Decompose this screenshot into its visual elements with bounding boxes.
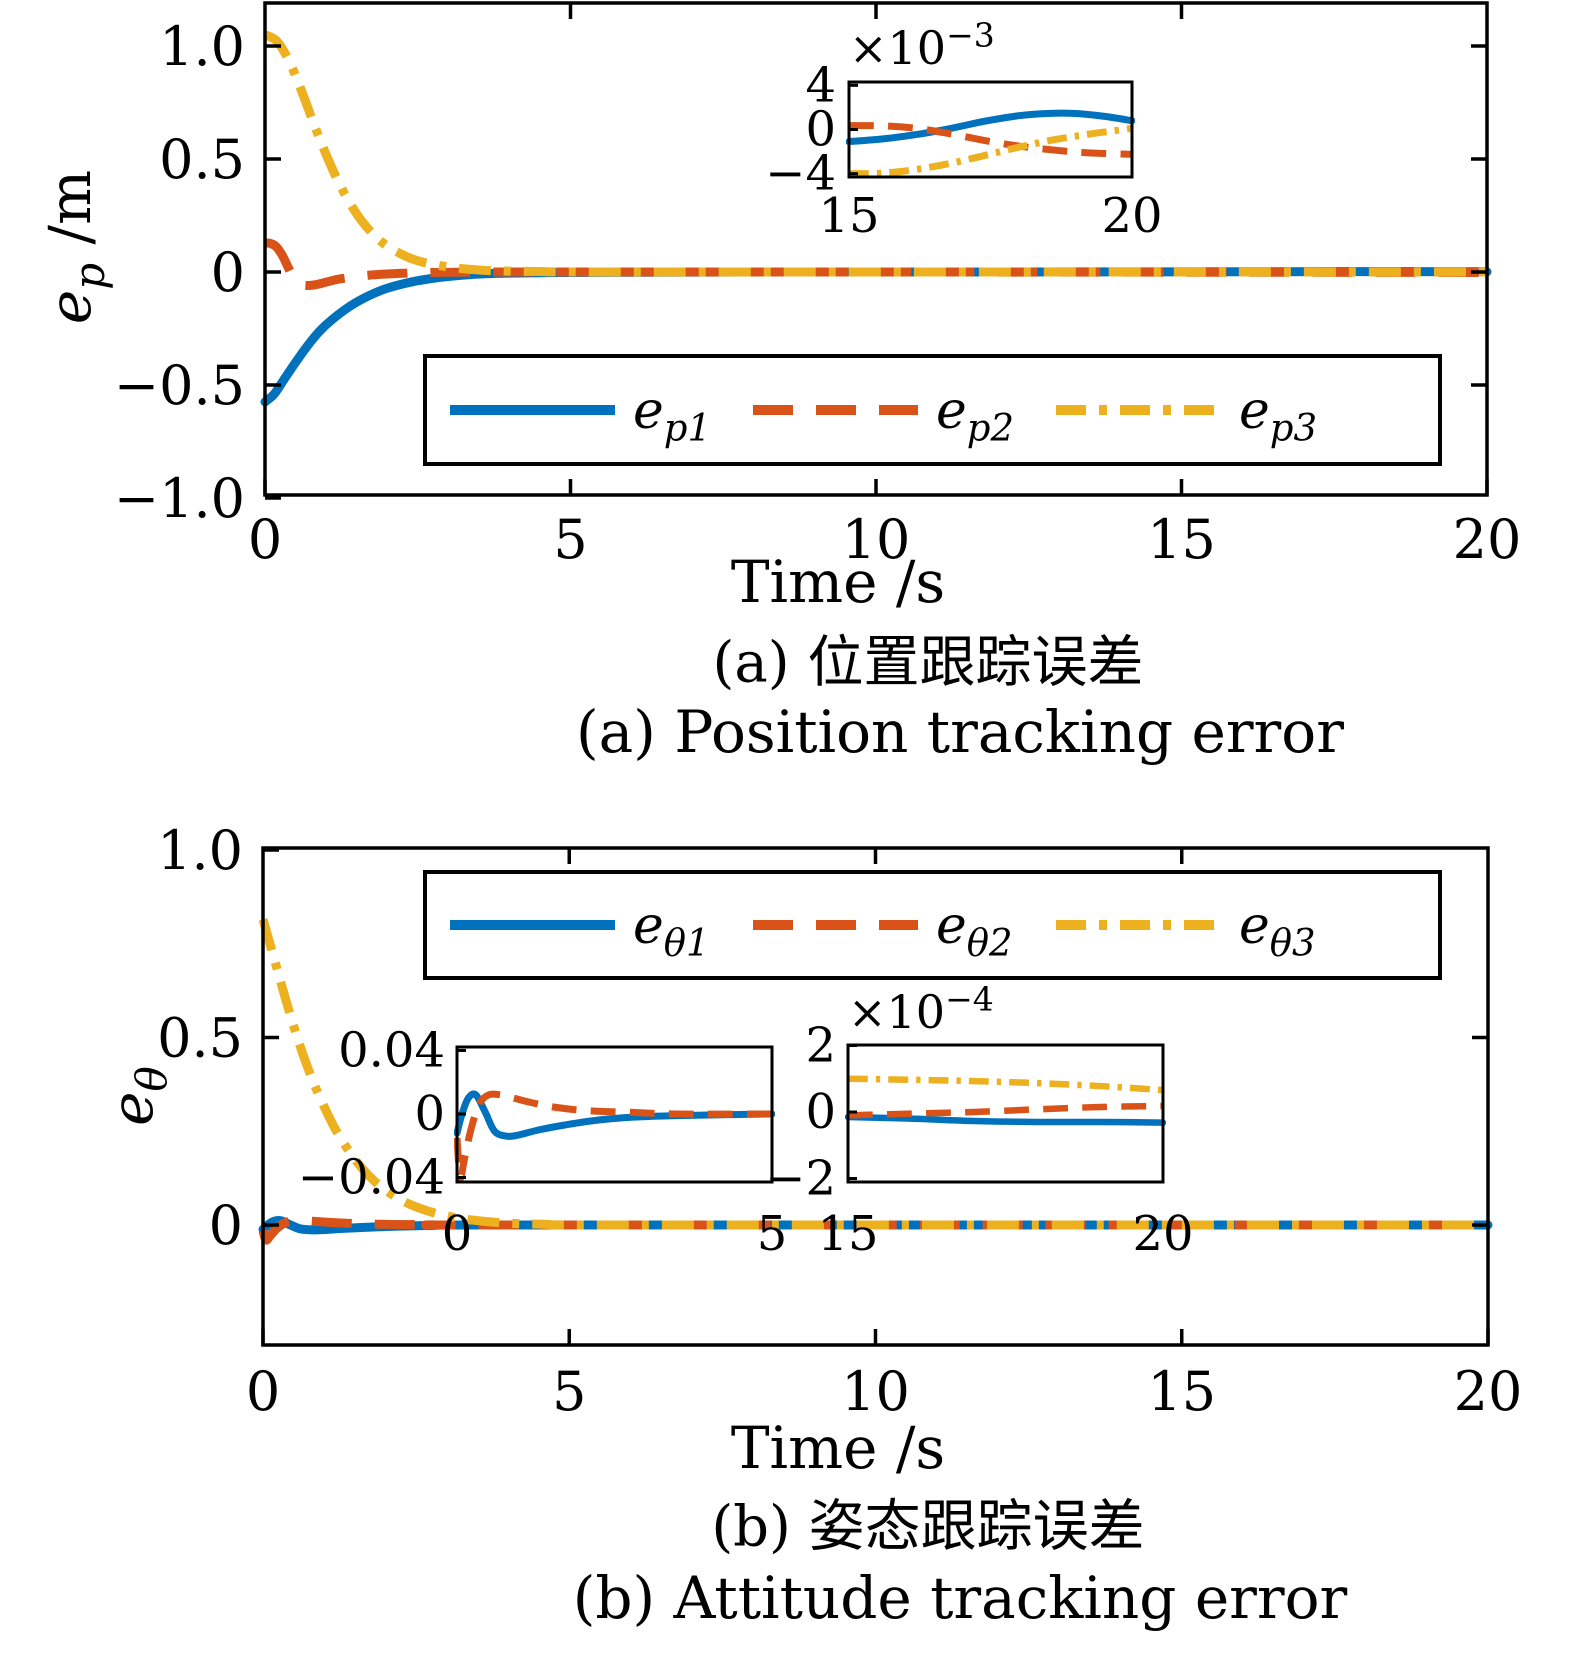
y-tick-label: 0.5 (159, 128, 245, 191)
series-e_p3-line (848, 124, 1133, 178)
x-tick-label: 15 (1147, 508, 1216, 571)
y-tick-label: 1.0 (157, 819, 243, 882)
plot-b-ylabel: eθ (98, 1066, 176, 1126)
y-tick-label: 0 (209, 1194, 243, 1257)
series-e_p3-line (262, 30, 1487, 277)
plot-a-series (260, 30, 1492, 407)
plot-a-inset-unit: ×10−3 (849, 16, 995, 75)
caption-a-en: (a) Position tracking error (576, 698, 1344, 766)
x-tick-label: 5 (757, 1206, 788, 1262)
x-tick-label: 20 (1132, 1206, 1193, 1262)
series-e_p1-line (846, 109, 1135, 146)
x-tick-label: 20 (1454, 1360, 1523, 1423)
series-e_theta2-line (847, 1102, 1164, 1119)
legend-label-θ1: eθ1 (633, 896, 710, 964)
y-tick-label: −1.0 (114, 467, 245, 530)
plot-a-ylabel: ep /m (36, 170, 114, 324)
series-e_theta1-line (454, 1090, 775, 1140)
plot-b-legend: eθ1 eθ2 eθ3 (423, 870, 1442, 980)
legend-label-θ3: eθ3 (1239, 896, 1316, 964)
caption-b-zh: (b) 姿态跟踪误差 (711, 1494, 1145, 1560)
caption-b-en: (b) Attitude tracking error (572, 1564, 1348, 1632)
y-tick-label: 0 (805, 102, 836, 158)
x-tick-label: 20 (1101, 188, 1162, 244)
x-tick-label: 0 (442, 1206, 473, 1262)
xlabel-a: Time /s (730, 548, 946, 616)
plot-b-ylabel-text: eθ (98, 1066, 176, 1126)
series-e_p2-line (848, 122, 1133, 158)
x-tick-label: 10 (841, 1360, 910, 1423)
caption-a-zh: (a) 位置跟踪误差 (712, 630, 1144, 696)
y-tick-label: 0 (414, 1086, 445, 1142)
x-tick-label: 15 (1147, 1360, 1216, 1423)
plot-a-inset-axes: 15 20 40−4 (765, 57, 1162, 244)
legend-label-p2: ep2 (936, 381, 1014, 449)
y-tick-label: −2 (765, 1151, 836, 1207)
legend-label-p1: ep1 (633, 381, 711, 449)
x-tick-label: 0 (246, 1360, 280, 1423)
xlabel-b: Time /s (730, 1414, 946, 1482)
x-tick-label: 5 (552, 1360, 586, 1423)
plot-b-inset-left: 0 50.040−0.04 (298, 1022, 787, 1262)
y-tick-label: 1.0 (159, 15, 245, 78)
y-tick-label: −4 (765, 146, 836, 202)
series-e_theta2-line (258, 1216, 1488, 1245)
x-tick-label: 10 (842, 508, 911, 571)
plot-a-axes: 0 5 10 15 20 1.0 0.5 0 −0.5 −1.0 (114, 1, 1522, 571)
plot-b-inset-right-unit: ×10−4 (848, 980, 994, 1039)
x-tick-label: 20 (1453, 508, 1522, 571)
y-tick-label: 0.5 (157, 1007, 243, 1070)
legend-label-θ2: eθ2 (936, 896, 1013, 964)
series-e_theta2-line (454, 1090, 773, 1182)
series-e_theta3-line (847, 1075, 1164, 1094)
x-tick-label: 0 (248, 508, 282, 571)
plot-b-axes: 0 5 10 15 201.00.50 (157, 819, 1522, 1423)
series-e_theta1-line (845, 1113, 1166, 1126)
plot-a-legend: ep1 ep2 ep3 (423, 354, 1442, 466)
y-tick-label: 4 (805, 57, 836, 113)
y-tick-label: 0.04 (338, 1022, 445, 1078)
y-tick-label: 0 (211, 241, 245, 304)
plot-b-inset-right-series (845, 1075, 1166, 1126)
x-tick-label: 15 (818, 188, 879, 244)
plot-a: 0 5 10 15 20 1.0 0.5 0 −0.5 −1.0 ep /m ep1 ep2 ep3 15 2… (36, 1, 1522, 571)
y-tick-label: −0.04 (298, 1150, 445, 1206)
series-e_p2-line (264, 238, 1488, 291)
series-e_theta3-line (258, 918, 1488, 1230)
plot-b-series (258, 918, 1493, 1245)
y-tick-label: 2 (805, 1018, 836, 1074)
x-tick-label: 5 (553, 508, 587, 571)
plot-a-inset-series (846, 109, 1135, 178)
plot-b-inset-left-series (454, 1090, 775, 1182)
plot-a-inset: 15 20 40−4 ×10−3 (765, 16, 1162, 244)
legend-label-p3: ep3 (1239, 381, 1317, 449)
plot-b-inset-left-axes: 0 50.040−0.04 (298, 1022, 787, 1262)
y-tick-label: −0.5 (114, 354, 245, 417)
x-tick-label: 15 (817, 1206, 878, 1262)
y-tick-label: 0 (805, 1084, 836, 1140)
plot-a-ylabel-text: ep /m (36, 170, 114, 324)
